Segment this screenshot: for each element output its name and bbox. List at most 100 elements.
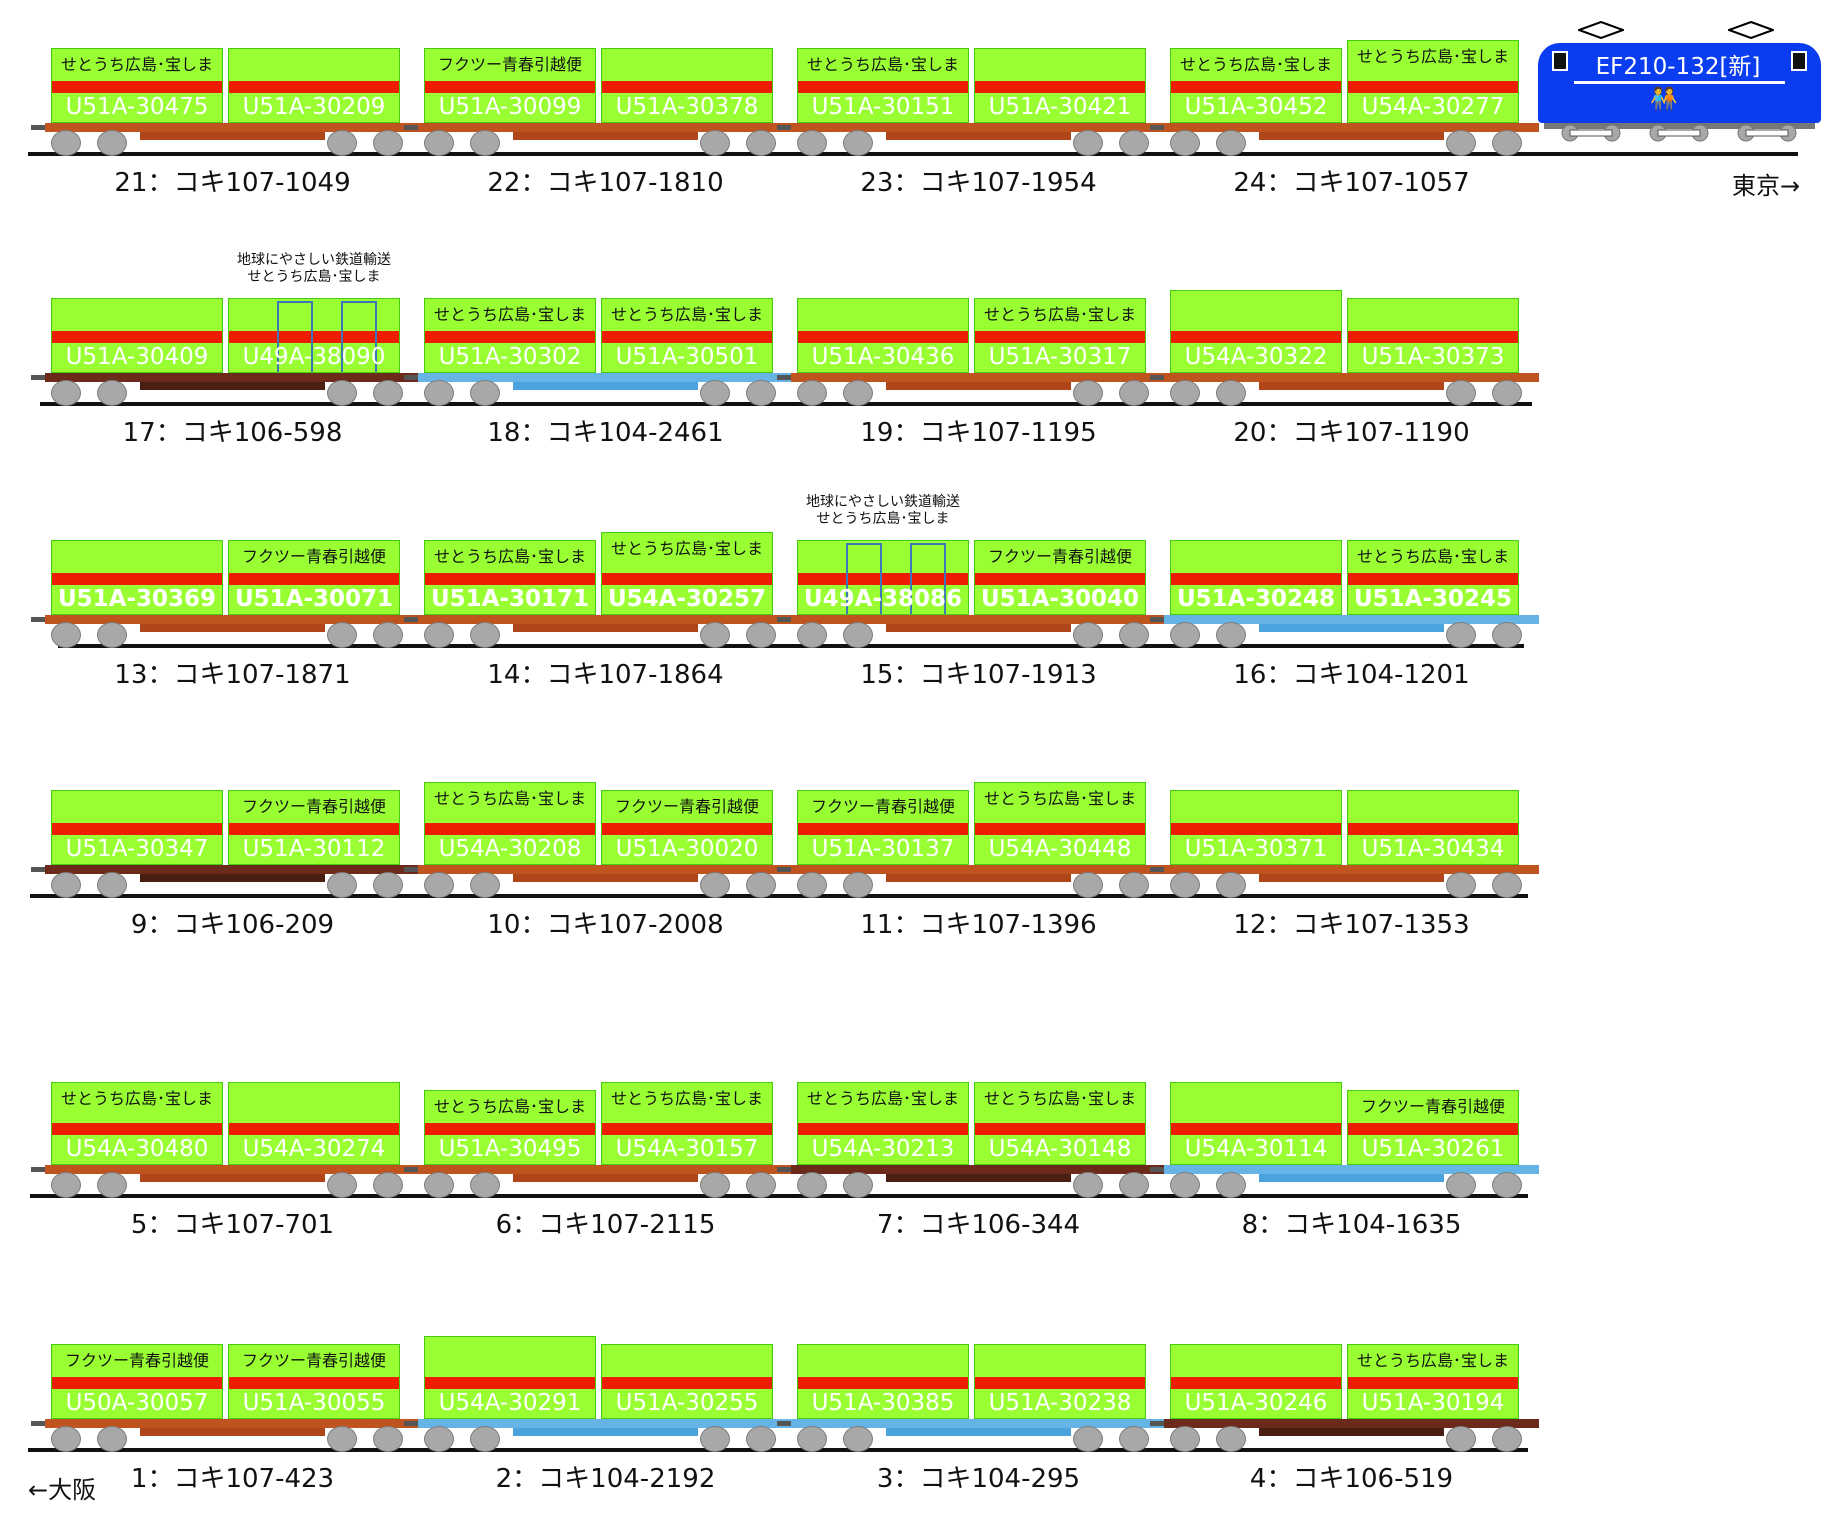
- container: せとうち広島･宝しま U51A-30245: [1347, 540, 1519, 615]
- wheel: [327, 872, 357, 898]
- container-stripe: [425, 1377, 595, 1389]
- wheel: [327, 130, 357, 156]
- container-stripe: [1171, 1377, 1341, 1389]
- container: せとうち広島･宝しま U54A-30277: [1347, 40, 1519, 123]
- container: せとうち広島･宝しま U51A-30151: [797, 48, 969, 123]
- wheel: [700, 872, 730, 898]
- car-number-label: 21：コキ107-1049: [114, 168, 351, 198]
- wheel: [1446, 1172, 1476, 1198]
- container-id: U51A-30371: [1184, 836, 1328, 862]
- wheel: [470, 130, 500, 156]
- container: フクツー青春引越便 U51A-30261: [1347, 1090, 1519, 1165]
- wheel: [51, 130, 81, 156]
- wheel: [373, 380, 403, 406]
- container-stripe: [975, 1377, 1145, 1389]
- wheel: [1446, 1426, 1476, 1452]
- container: せとうち広島･宝しま U54A-30208: [424, 782, 596, 865]
- freight-car: せとうち広島･宝しま U51A-30302 せとうち広島･宝しま U51A-30501…: [404, 290, 793, 448]
- container-label: せとうち広島･宝しま: [1356, 1351, 1509, 1370]
- container: フクツー青春引越便 U51A-30071: [228, 540, 400, 615]
- car-underframe: [140, 624, 325, 632]
- container-stripe: [798, 1123, 968, 1135]
- container-id: U51A-30495: [438, 1136, 582, 1162]
- container-stripe: [602, 1377, 772, 1389]
- car-deck: [45, 123, 420, 132]
- wheel: [373, 1172, 403, 1198]
- container-stripe: [1348, 331, 1518, 343]
- pantograph-icon: [1728, 21, 1774, 39]
- container-stripe: [52, 1123, 222, 1135]
- wheel: [470, 872, 500, 898]
- container-stripe: [52, 1377, 222, 1389]
- freight-car: せとうち広島･宝しま U51A-30475 U51A-30209 21：コキ107-1…: [31, 40, 420, 198]
- container: U51A-30434: [1347, 790, 1519, 865]
- wheel: [373, 872, 403, 898]
- coupler: [1150, 867, 1164, 872]
- wheel: [1446, 130, 1476, 156]
- wheel: [51, 622, 81, 648]
- wheel: [797, 130, 827, 156]
- wheel: [1492, 1172, 1522, 1198]
- container-stripe: [1171, 331, 1341, 343]
- container: U51A-30378: [601, 48, 773, 123]
- container-id: U54A-30114: [1184, 1136, 1328, 1162]
- coupler: [404, 1167, 418, 1172]
- container-id: U51A-30245: [1353, 586, 1513, 612]
- car-deck: [1164, 1419, 1539, 1428]
- container-id: U51A-30409: [65, 344, 209, 370]
- container: U51A-30385: [797, 1344, 969, 1419]
- container-label: せとうち広島･宝しま: [610, 539, 763, 558]
- eco-panel: [846, 543, 882, 614]
- container: フクツー青春引越便 U51A-30112: [228, 790, 400, 865]
- wheel: [424, 1426, 454, 1452]
- freight-car: U51A-30371 U51A-30434 12：コキ107-1353: [1150, 782, 1539, 940]
- container-id: U51A-30501: [615, 344, 759, 370]
- wheel: [797, 1426, 827, 1452]
- car-number-label: 20：コキ107-1190: [1233, 418, 1470, 448]
- container-stripe: [602, 1123, 772, 1135]
- wheel: [746, 1172, 776, 1198]
- freight-car: フクツー青春引越便 U51A-30099 U51A-30378 22：コキ107-18…: [404, 40, 793, 198]
- container-id: U51A-30255: [615, 1390, 759, 1416]
- container-id: U51A-30475: [65, 94, 209, 120]
- container-id: U51A-30302: [438, 344, 582, 370]
- wheel: [97, 130, 127, 156]
- car-number-label: 12：コキ107-1353: [1233, 910, 1470, 940]
- car-deck: [1164, 615, 1539, 624]
- wheel: [1119, 622, 1149, 648]
- car-deck: [418, 615, 793, 624]
- wheel: [797, 380, 827, 406]
- container: U51A-30238: [974, 1344, 1146, 1419]
- car-number-label: 7：コキ106-344: [876, 1210, 1081, 1240]
- container-stripe: [229, 331, 399, 343]
- container-label: フクツー青春引越便: [241, 547, 386, 566]
- wheel: [470, 1172, 500, 1198]
- container: U51A-30347: [51, 790, 223, 865]
- car-deck: [418, 865, 793, 874]
- car-underframe: [886, 1428, 1071, 1436]
- wheel: [424, 380, 454, 406]
- container-stripe: [602, 823, 772, 835]
- freight-car: フクツー青春引越便 U50A-30057 フクツー青春引越便 U51A-30055 1：…: [31, 1336, 420, 1494]
- freight-car: せとうち広島･宝しま U51A-30151 U51A-30421 23：コキ107-1…: [777, 40, 1166, 198]
- container-label: せとうち広島･宝しま: [1356, 547, 1509, 566]
- coupler: [404, 617, 418, 622]
- car-underframe: [513, 382, 698, 390]
- wheel: [1073, 380, 1103, 406]
- container-id: U54A-30480: [65, 1136, 209, 1162]
- freight-car: U49A-38086 フクツー青春引越便 U51A-30040 15：コキ107-19…: [777, 532, 1166, 690]
- car-number-label: 18：コキ104-2461: [487, 418, 724, 448]
- car-underframe: [1259, 874, 1444, 882]
- freight-car: フクツー青春引越便 U51A-30137 せとうち広島･宝しま U54A-30448 1…: [777, 782, 1166, 940]
- coupler: [1150, 617, 1164, 622]
- wheel: [51, 1172, 81, 1198]
- wheel: [327, 1426, 357, 1452]
- container-label: せとうち広島･宝しま: [1356, 47, 1509, 66]
- car-underframe: [886, 1174, 1071, 1182]
- container: せとうち広島･宝しま U51A-30495: [424, 1090, 596, 1165]
- container-stripe: [52, 81, 222, 93]
- container-id: U54A-30322: [1184, 344, 1328, 370]
- container-label: せとうち広島･宝しま: [610, 1089, 763, 1108]
- container-id: U51A-30151: [811, 94, 955, 120]
